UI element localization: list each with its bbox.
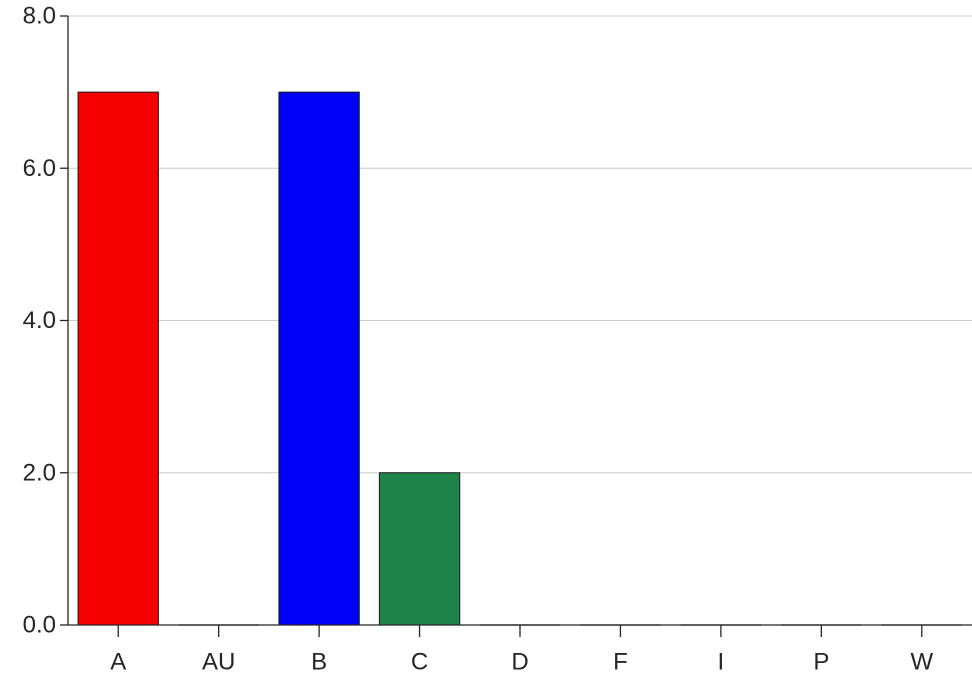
bar-b [278, 91, 360, 626]
bar-c [378, 472, 461, 626]
x-tick-label: I [718, 648, 725, 675]
x-tick-label: F [613, 648, 628, 675]
y-tick-label: 0.0 [23, 612, 56, 639]
bar-a [77, 91, 159, 626]
x-tick-label: P [813, 648, 829, 675]
y-axis: 0.0 2.0 4.0 6.0 8.0 [23, 3, 69, 639]
y-tick-label: 4.0 [23, 307, 56, 334]
x-tick-label: C [411, 648, 428, 675]
x-tick-label: D [511, 648, 528, 675]
x-axis: A AU B C D F I P W [68, 624, 972, 675]
y-tick-label: 2.0 [23, 459, 56, 486]
y-tick-label: 6.0 [23, 155, 56, 182]
x-tick-label: AU [202, 648, 235, 675]
x-tick-label: B [311, 648, 327, 675]
grid-lines [68, 15, 972, 474]
x-tick-label: A [110, 648, 126, 675]
y-tick-label: 8.0 [23, 3, 56, 30]
x-tick-label: W [910, 648, 933, 675]
bar-series [77, 91, 962, 626]
